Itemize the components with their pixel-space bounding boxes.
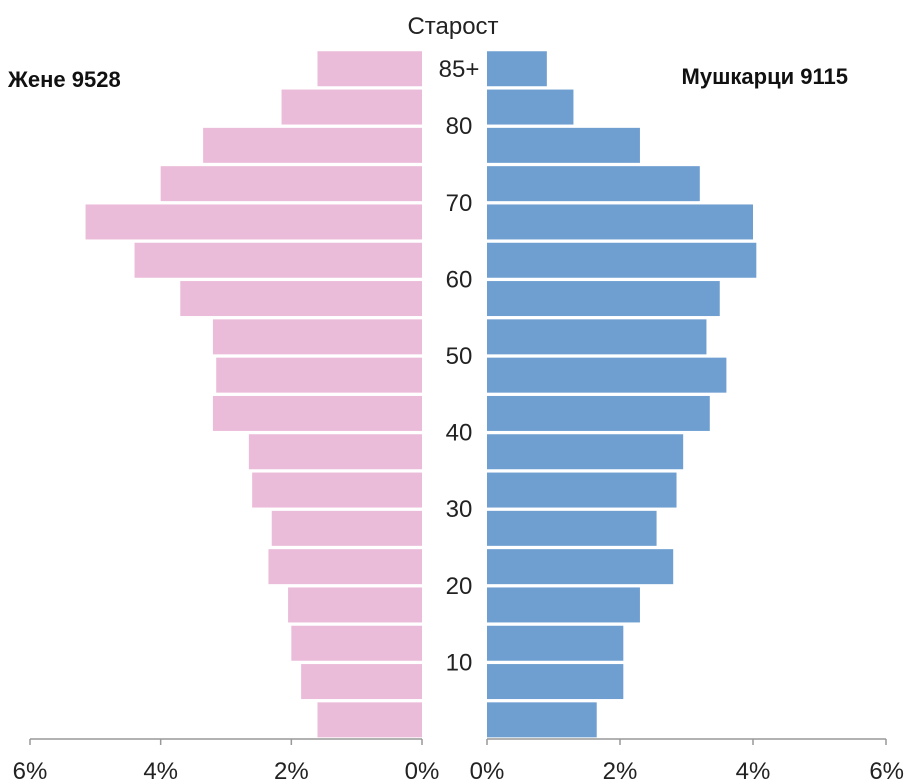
female-bar-50-54 bbox=[212, 319, 422, 355]
age-label-30: 30 bbox=[446, 496, 473, 523]
female-bar-60-64 bbox=[134, 242, 423, 278]
male-bar-15-19 bbox=[487, 587, 640, 623]
age-label-80: 80 bbox=[446, 113, 473, 140]
age-label-70: 70 bbox=[446, 190, 473, 217]
female-bar-40-44 bbox=[212, 395, 422, 431]
male-bar-0-4 bbox=[487, 702, 597, 738]
female-bar-30-34 bbox=[252, 472, 422, 508]
female-bar-70-74 bbox=[160, 166, 422, 202]
male-bar-70-74 bbox=[487, 166, 700, 202]
male-bar-35-39 bbox=[487, 434, 684, 470]
male-tick-label: 4% bbox=[736, 758, 771, 782]
female-bar-25-29 bbox=[271, 510, 422, 546]
male-tick-label: 0% bbox=[470, 758, 505, 782]
age-label-10: 10 bbox=[446, 649, 473, 676]
male-legend-label: Мушкарци 9115 bbox=[682, 64, 848, 89]
male-bar-80-84 bbox=[487, 89, 574, 125]
female-bar-20-24 bbox=[268, 549, 422, 585]
female-bar-65-69 bbox=[85, 204, 423, 240]
female-bars bbox=[85, 51, 423, 738]
x-axis-ticks: 6% 4% 2% 0% 0% 2% 4% 6% bbox=[13, 739, 904, 782]
male-bar-10-14 bbox=[487, 625, 624, 661]
male-tick-label: 6% bbox=[869, 758, 904, 782]
female-bar-15-19 bbox=[288, 587, 422, 623]
female-bar-0-4 bbox=[317, 702, 422, 738]
male-bar-85+ bbox=[487, 51, 547, 87]
female-bar-45-49 bbox=[216, 357, 422, 393]
age-labels: 85+ 80 70 60 50 40 30 20 10 bbox=[439, 56, 480, 677]
male-bar-60-64 bbox=[487, 242, 757, 278]
female-bar-35-39 bbox=[248, 434, 422, 470]
female-bar-55-59 bbox=[180, 281, 422, 317]
female-legend-label: Жене 9528 bbox=[7, 67, 121, 92]
male-bar-20-24 bbox=[487, 549, 674, 585]
male-tick-label: 2% bbox=[603, 758, 638, 782]
male-bar-5-9 bbox=[487, 664, 624, 700]
age-label-20: 20 bbox=[446, 573, 473, 600]
female-tick-label: 2% bbox=[274, 758, 309, 782]
male-bar-75-79 bbox=[487, 127, 640, 163]
age-label-50: 50 bbox=[446, 343, 473, 370]
male-bar-55-59 bbox=[487, 281, 720, 317]
male-bar-25-29 bbox=[487, 510, 657, 546]
female-bar-10-14 bbox=[291, 625, 422, 661]
age-label-60: 60 bbox=[446, 266, 473, 293]
female-tick-label: 6% bbox=[13, 758, 48, 782]
male-bar-65-69 bbox=[487, 204, 753, 240]
female-bar-75-79 bbox=[203, 127, 422, 163]
male-bars bbox=[487, 51, 757, 738]
age-label-40: 40 bbox=[446, 420, 473, 447]
female-bar-80-84 bbox=[281, 89, 422, 125]
male-bar-40-44 bbox=[487, 395, 710, 431]
female-bar-85+ bbox=[317, 51, 422, 87]
female-tick-label: 0% bbox=[405, 758, 440, 782]
female-bar-5-9 bbox=[301, 664, 422, 700]
male-bar-45-49 bbox=[487, 357, 727, 393]
male-bar-30-34 bbox=[487, 472, 677, 508]
male-bar-50-54 bbox=[487, 319, 707, 355]
age-axis-title: Старост bbox=[407, 13, 498, 40]
female-tick-label: 4% bbox=[143, 758, 178, 782]
age-label-85plus: 85+ bbox=[439, 56, 480, 83]
